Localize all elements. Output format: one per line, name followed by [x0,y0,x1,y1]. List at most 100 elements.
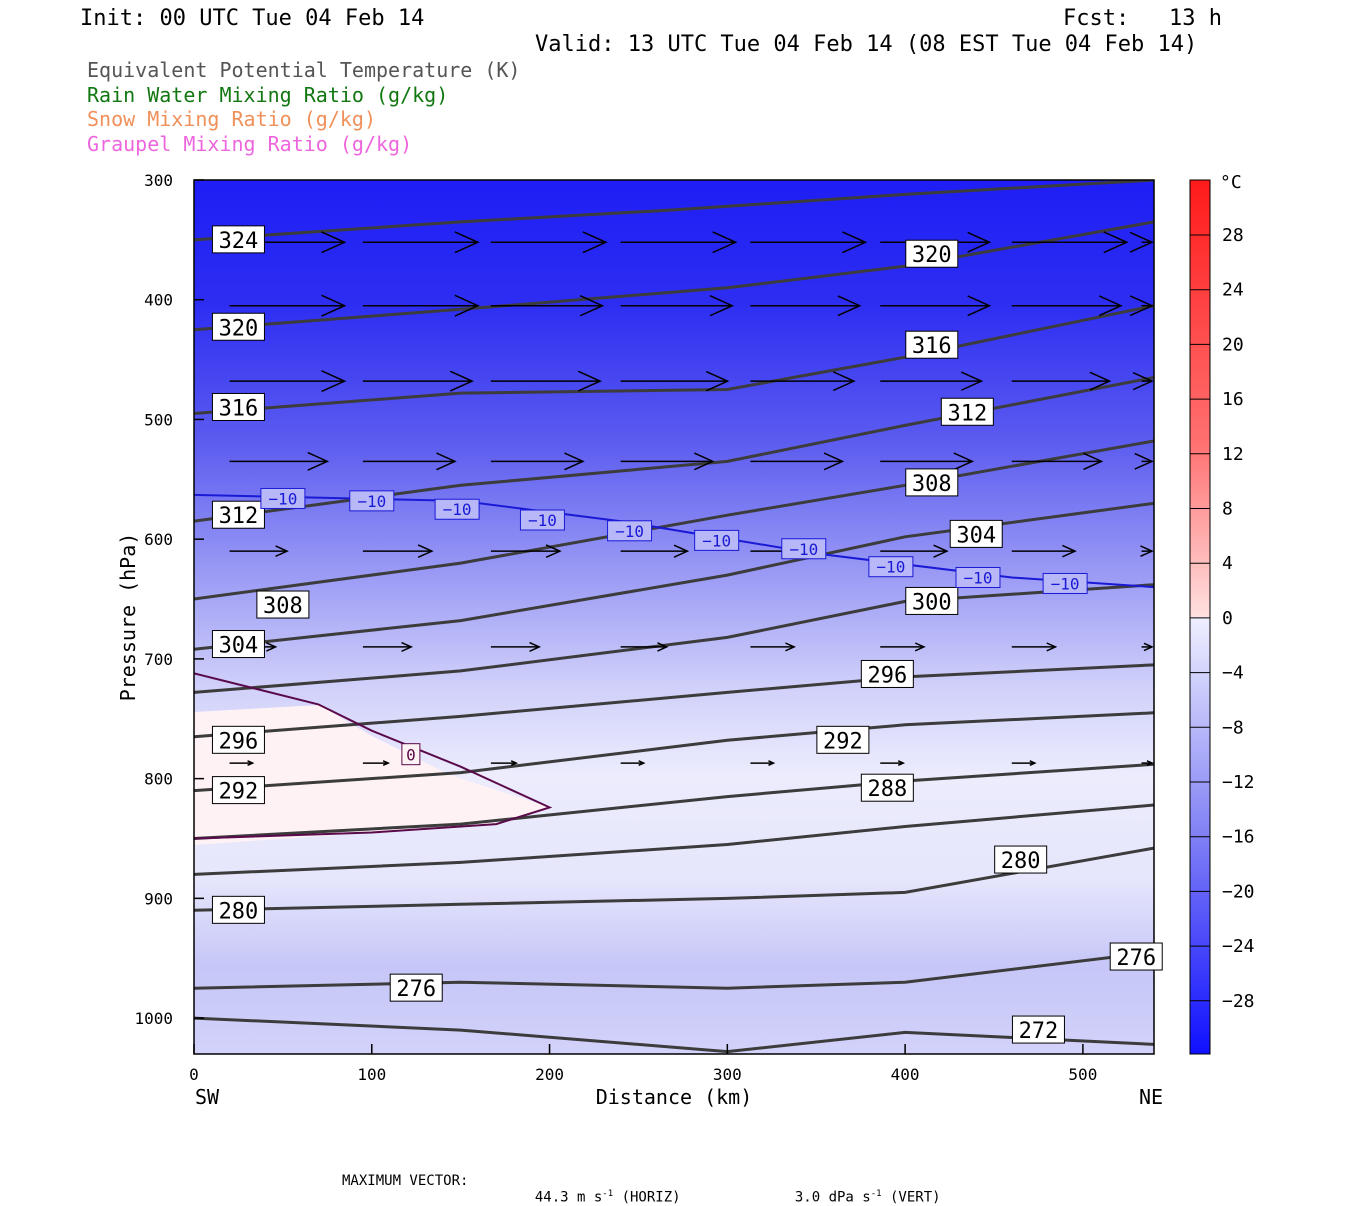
theta-e-contour-276 [194,950,1154,990]
wind-vector-head [933,544,949,558]
isotherm-minus10-label: −10 [443,500,472,519]
y-tick-label: 800 [144,770,173,789]
isotherm-label-box [607,520,653,542]
wind-vector-head [1146,760,1154,766]
isotherm-minus10-label: −10 [1051,574,1080,593]
wind-vector-head [785,642,796,652]
wind-vector-head [510,760,519,767]
wind-vector-head [321,294,347,317]
x-tick-label: 200 [535,1065,564,1084]
x-axis-title: Distance (km) [596,1085,753,1109]
wind-vector-head [401,641,414,652]
theta-e-label: 296 [219,729,259,754]
valid-time: Valid: 13 UTC Tue 04 Feb 14 (08 EST Tue … [535,32,1198,57]
wind-vector-head [914,642,926,652]
y-tick-label: 1000 [134,1009,173,1028]
isotherm-minus10-label: −10 [789,540,818,559]
theta-e-label-box [949,519,1003,548]
theta-e-contour-300 [194,583,1154,694]
max-vector-vert-unit: (VERT) [890,1189,941,1206]
isotherm-label-box [260,487,306,509]
theta-e-label: 296 [867,663,907,688]
theta-e-label: 280 [1001,849,1041,874]
isotherm-minus10-label: −10 [268,489,297,508]
y-tick-label: 700 [144,650,173,669]
isotherm-label-box [401,743,421,766]
theta-e-label-box [905,239,959,268]
legend-theta-e: Equivalent Potential Temperature (K) [87,58,521,82]
isotherm-minus10-label: −10 [702,531,731,550]
wind-vector-head [1140,545,1154,558]
isotherm-minus10-label: −10 [615,522,644,541]
isotherm-zero-label: 0 [406,746,416,765]
theta-e-contour-320 [194,220,1154,332]
theta-e-label-box [211,895,265,924]
x-tick-label: 100 [357,1065,386,1084]
theta-e-label-box [1011,1015,1065,1044]
theta-e-label-box [994,845,1048,874]
init-time: Init: 00 UTC Tue 04 Feb 14 [80,6,425,31]
isotherm-label-box [434,498,480,520]
isotherm-label-box [955,566,1001,588]
theta-e-label-box [211,225,265,254]
wind-vector-head [897,760,906,766]
wind-vector-head [967,231,992,253]
wind-vector-head [529,641,542,652]
theta-e-label: 276 [1116,946,1156,971]
wind-vector-head [275,545,289,558]
wind-vector-head [823,452,845,471]
wind-vector-head [1029,760,1037,766]
wind-vector-head [382,760,391,767]
isotherm-label-box [781,538,827,560]
max-vector-horiz: 44.3 m s-1 (HORIZ) [518,1173,681,1206]
wind-vector-head [449,370,474,392]
isotherm-zero-line [194,672,553,840]
colorbar-tick-label: 28 [1222,225,1244,246]
theta-e-label: 280 [219,899,259,924]
y-axis-title: Pressure (hPa) [116,533,140,702]
isotherm-minus10-label: −10 [357,492,386,511]
x-tick-label: 400 [891,1065,920,1084]
wind-vector-head [266,642,278,652]
wind-vector-head [454,294,480,317]
theta-e-label: 316 [912,334,952,359]
theta-e-label-box [211,392,265,421]
theta-e-label-box [211,776,265,805]
colorbar-tick-label: −12 [1222,772,1255,793]
wind-vector-head [1083,452,1104,471]
wind-vector-head [712,231,738,254]
theta-e-label: 308 [263,594,303,619]
theta-e-label: 304 [956,523,996,548]
wind-vector-head [842,231,868,254]
theta-e-label: 312 [219,504,259,529]
y-tick-label: 400 [144,291,173,310]
wind-vector-head [705,370,730,392]
wind-vector-head [321,370,347,393]
theta-e-label-box [389,973,443,1002]
horiz-exponent: -1 [602,1189,614,1199]
colorbar-tick-label: 4 [1222,553,1233,574]
temperature-shading [194,180,1154,1054]
y-tick-label: 600 [144,530,173,549]
wind-vector-head [832,371,856,392]
wind-vector-head [837,295,862,317]
theta-e-label-box [1109,942,1163,971]
isotherm-minus10-label: −10 [876,558,905,577]
theta-e-contour-308 [194,439,1154,601]
plot-frame [193,179,1155,1055]
wind-vector-head [1134,452,1154,470]
theta-e-label: 312 [947,401,987,426]
theta-e-label-box [816,725,870,754]
legend-snow: Snow Mixing Ratio (g/kg) [87,107,376,131]
max-vector-horiz-value: 44.3 m s [534,1189,603,1206]
theta-e-label: 292 [823,729,863,754]
theta-e-label-box [905,586,959,615]
x-tick-label: 300 [713,1065,742,1084]
x-end-label-sw: SW [195,1085,220,1109]
wind-vector-head [307,451,330,471]
wind-vector-head [1129,231,1154,253]
theta-e-label-box [211,630,265,659]
wind-vector-head [1143,642,1154,652]
y-tick-label: 900 [144,889,173,908]
